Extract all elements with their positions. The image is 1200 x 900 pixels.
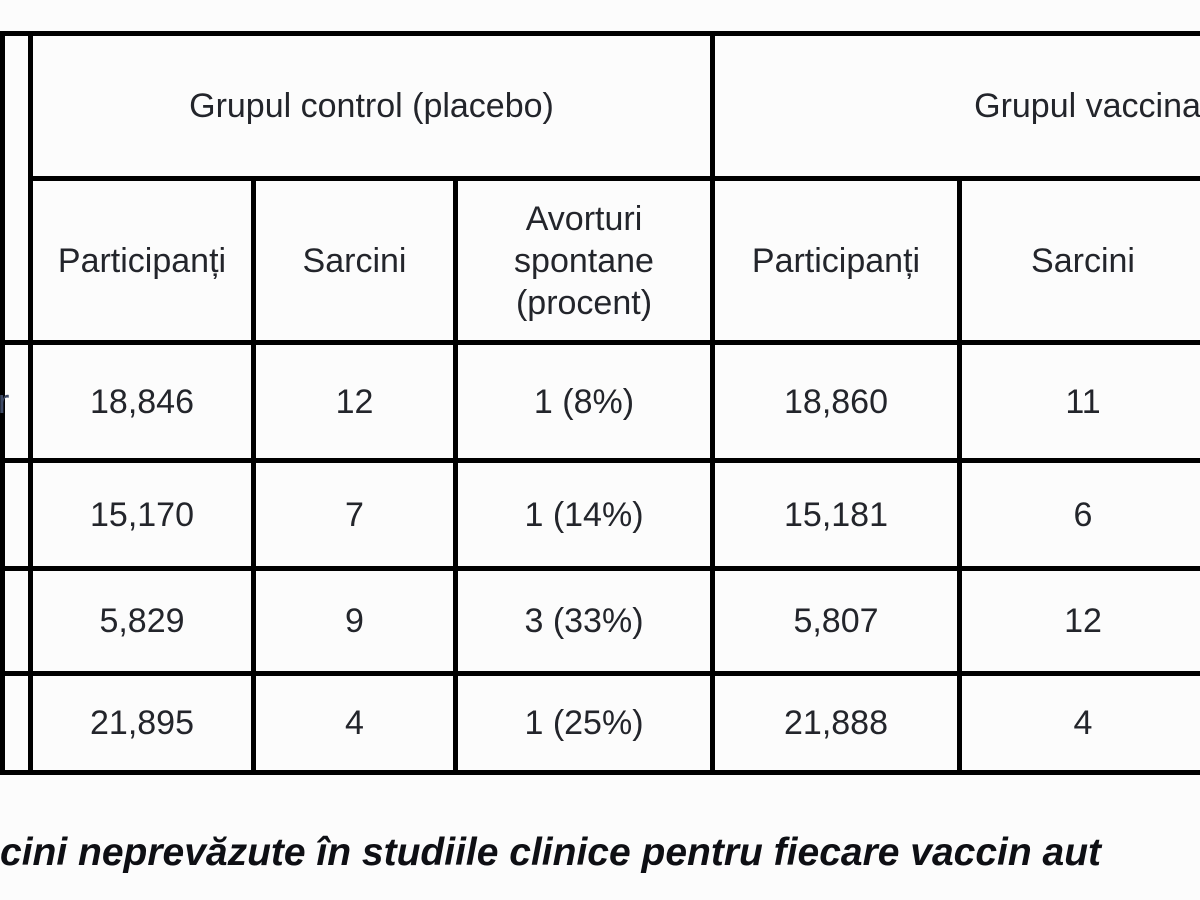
col-header-pregnancies-placebo: Sarcini xyxy=(251,176,458,345)
cell-pregnancies-vaccine: 12 xyxy=(957,566,1200,676)
clinical-trials-table: Grupul control (placebo) Grupul vaccina … xyxy=(0,31,1200,775)
row-label-cell xyxy=(0,671,33,775)
cell-pregnancies-vaccine: 6 xyxy=(957,458,1200,571)
col-header-miscarriages-placebo: Avorturi spontane (procent) xyxy=(453,176,715,345)
cell-participants-vaccine: 5,807 xyxy=(710,566,962,676)
col-header-pregnancies-vaccine: Sarcini xyxy=(957,176,1200,345)
cell-participants-placebo: 18,846 xyxy=(28,340,256,463)
table-row: 15,170 7 1 (14%) 15,181 6 xyxy=(0,458,1200,571)
cell-pregnancies-placebo: 4 xyxy=(251,671,458,775)
col-header-participants-placebo: Participanți xyxy=(28,176,256,345)
table-row: 5,829 9 3 (33%) 5,807 12 xyxy=(0,566,1200,676)
cell-pregnancies-vaccine: 11 xyxy=(957,340,1200,463)
cell-participants-placebo: 15,170 xyxy=(28,458,256,571)
column-header-row: Participanți Sarcini Avorturi spontane (… xyxy=(3,176,1200,345)
row-label-cell: r xyxy=(0,340,33,463)
cell-miscarriages-placebo: 1 (8%) xyxy=(453,340,715,463)
row-label-fragment: r xyxy=(0,382,10,421)
row-label-header-cell xyxy=(0,31,33,345)
cell-pregnancies-vaccine: 4 xyxy=(957,671,1200,775)
group-header-vaccine: Grupul vaccina xyxy=(709,31,1200,181)
cell-miscarriages-placebo: 3 (33%) xyxy=(453,566,715,676)
table-row: 21,895 4 1 (25%) 21,888 4 xyxy=(0,671,1200,775)
row-label-cell xyxy=(0,566,33,676)
cell-participants-vaccine: 15,181 xyxy=(710,458,962,571)
cell-pregnancies-placebo: 7 xyxy=(251,458,458,571)
row-label-cell xyxy=(0,458,33,571)
group-header-row: Grupul control (placebo) Grupul vaccina xyxy=(0,31,1200,345)
cell-pregnancies-placebo: 12 xyxy=(251,340,458,463)
cell-participants-placebo: 21,895 xyxy=(28,671,256,775)
table-caption: cini neprevăzute în studiile clinice pen… xyxy=(0,831,1102,874)
cell-miscarriages-placebo: 1 (14%) xyxy=(453,458,715,571)
cell-pregnancies-placebo: 9 xyxy=(251,566,458,676)
cell-participants-placebo: 5,829 xyxy=(28,566,256,676)
table-row: r 18,846 12 1 (8%) 18,860 11 xyxy=(0,340,1200,463)
cell-participants-vaccine: 18,860 xyxy=(710,340,962,463)
group-header-placebo: Grupul control (placebo) xyxy=(28,31,715,181)
cell-participants-vaccine: 21,888 xyxy=(710,671,962,775)
cell-miscarriages-placebo: 1 (25%) xyxy=(453,671,715,775)
col-header-participants-vaccine: Participanți xyxy=(710,176,962,345)
